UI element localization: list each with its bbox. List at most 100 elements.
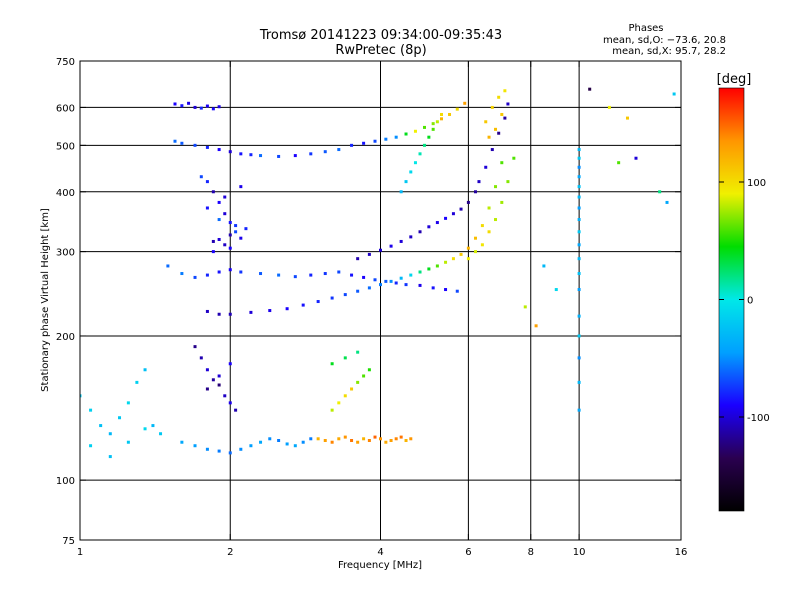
data-point xyxy=(217,312,221,316)
data-point xyxy=(494,185,498,189)
data-point xyxy=(362,141,366,145)
data-point xyxy=(427,267,431,271)
data-point xyxy=(503,89,507,93)
data-point xyxy=(542,264,546,268)
data-point xyxy=(463,101,467,105)
data-point xyxy=(577,206,581,210)
y-tick-label: 400 xyxy=(56,188,75,199)
data-point xyxy=(418,152,422,156)
data-point xyxy=(431,122,435,126)
data-point xyxy=(448,112,452,116)
data-point xyxy=(330,362,334,366)
data-point xyxy=(500,161,504,165)
data-point xyxy=(180,104,184,108)
data-point xyxy=(487,206,491,210)
data-point xyxy=(356,440,360,444)
data-point xyxy=(362,437,366,441)
data-point xyxy=(234,224,238,228)
data-point xyxy=(108,432,112,436)
colorbar-ticks: 100 0 -100 xyxy=(719,178,770,424)
data-point xyxy=(379,283,382,287)
data-point xyxy=(217,383,221,387)
data-point xyxy=(379,248,382,252)
data-point xyxy=(367,368,371,372)
data-point xyxy=(316,300,320,304)
data-point xyxy=(166,264,170,268)
data-point xyxy=(451,257,455,261)
data-point xyxy=(259,440,263,444)
data-point xyxy=(500,200,504,204)
y-tick-label: 750 xyxy=(56,57,75,68)
data-point xyxy=(523,305,527,309)
data-point xyxy=(277,154,281,158)
data-point xyxy=(173,139,177,143)
data-point xyxy=(337,401,341,405)
x-tick-label: 16 xyxy=(675,547,688,558)
data-point xyxy=(384,137,388,141)
y-tick-label: 75 xyxy=(62,536,75,547)
data-point xyxy=(422,125,426,129)
data-point xyxy=(205,104,209,108)
data-point xyxy=(356,350,360,354)
data-point xyxy=(223,394,227,398)
data-point xyxy=(435,264,439,268)
data-point xyxy=(577,408,581,412)
data-point xyxy=(211,250,215,254)
stats-heading: Phases xyxy=(628,23,663,34)
data-point xyxy=(211,107,215,111)
data-point xyxy=(577,230,581,234)
chart-title: Tromsø 20141223 09:34:00-09:35:43 xyxy=(259,28,502,43)
data-point xyxy=(228,150,232,154)
data-point xyxy=(135,380,139,384)
data-point xyxy=(343,435,347,439)
data-point xyxy=(413,129,417,133)
data-point xyxy=(399,276,403,280)
data-point xyxy=(404,180,408,184)
data-point xyxy=(193,275,197,279)
data-point xyxy=(343,293,347,297)
data-point xyxy=(477,180,481,184)
data-point xyxy=(143,427,147,431)
data-point xyxy=(89,444,93,448)
data-point xyxy=(293,444,297,448)
data-point xyxy=(199,356,203,360)
data-point xyxy=(389,439,393,443)
data-point xyxy=(607,105,611,109)
data-point xyxy=(577,288,581,292)
data-point xyxy=(205,309,209,313)
data-point xyxy=(293,154,297,158)
data-point xyxy=(223,243,227,247)
data-point xyxy=(473,236,477,240)
data-point xyxy=(330,296,334,300)
x-axis-label: Frequency [MHz] xyxy=(338,560,422,571)
data-point xyxy=(494,127,498,131)
data-point xyxy=(444,260,448,264)
data-point xyxy=(389,244,393,248)
data-point xyxy=(180,440,184,444)
data-point xyxy=(350,439,354,443)
data-point xyxy=(577,380,581,384)
data-point xyxy=(228,268,232,272)
data-point xyxy=(228,401,232,405)
data-point xyxy=(356,289,360,293)
data-point xyxy=(440,112,444,116)
data-point xyxy=(480,243,484,247)
data-point xyxy=(268,437,272,441)
data-point xyxy=(367,252,371,256)
data-point xyxy=(373,278,377,282)
data-point xyxy=(99,424,103,428)
colorbar-tick-label: 0 xyxy=(747,296,753,307)
data-point xyxy=(301,440,305,444)
data-point xyxy=(384,440,388,444)
x-tick-label: 2 xyxy=(227,547,233,558)
data-point xyxy=(217,449,221,453)
data-point xyxy=(126,401,130,405)
data-point xyxy=(409,235,413,239)
data-point xyxy=(356,380,360,384)
data-point xyxy=(217,237,221,241)
x-tick-label: 6 xyxy=(465,547,471,558)
data-point xyxy=(330,440,334,444)
data-point xyxy=(473,250,477,254)
data-point xyxy=(384,279,388,283)
data-point xyxy=(126,440,130,444)
